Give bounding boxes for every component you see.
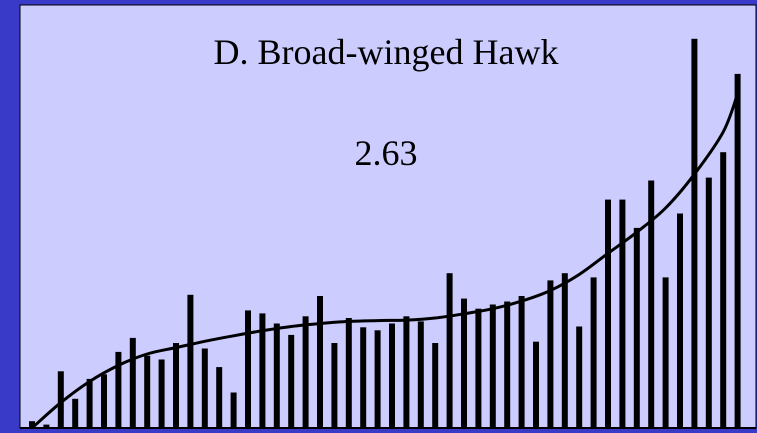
bar-13 bbox=[201, 348, 208, 428]
plot-area bbox=[19, 4, 757, 429]
bar-19 bbox=[288, 334, 295, 428]
bar-37 bbox=[547, 280, 554, 428]
bar-16 bbox=[245, 310, 251, 428]
bar-38 bbox=[561, 273, 568, 428]
bar-29 bbox=[432, 343, 439, 428]
bar-35 bbox=[518, 296, 525, 428]
bar-8 bbox=[129, 337, 136, 428]
bar-9 bbox=[144, 355, 151, 428]
bar-34 bbox=[504, 301, 511, 428]
bar-30 bbox=[446, 273, 453, 428]
bar-24 bbox=[360, 327, 367, 428]
bar-11 bbox=[173, 343, 179, 428]
bar-2 bbox=[43, 424, 50, 428]
bar-6 bbox=[101, 374, 107, 428]
bar-33 bbox=[489, 304, 496, 428]
chart-annotation-value: 2.63 bbox=[355, 133, 418, 173]
bar-4 bbox=[72, 398, 79, 428]
bar-3 bbox=[57, 371, 64, 428]
bar-32 bbox=[475, 308, 482, 428]
bar-1 bbox=[29, 421, 35, 428]
bar-31 bbox=[461, 298, 467, 428]
bar-40 bbox=[590, 277, 597, 428]
bar-45 bbox=[662, 277, 669, 428]
bar-10 bbox=[158, 359, 165, 428]
bar-43 bbox=[633, 227, 640, 428]
bar-42 bbox=[619, 199, 626, 428]
bar-20 bbox=[302, 316, 309, 428]
bar-23 bbox=[345, 318, 352, 428]
trend-line bbox=[31, 93, 740, 430]
bars-group bbox=[29, 38, 741, 429]
bar-47 bbox=[691, 38, 698, 429]
bar-44 bbox=[648, 180, 655, 428]
bar-15 bbox=[230, 392, 237, 428]
bar-17 bbox=[259, 313, 266, 428]
bar-27 bbox=[403, 316, 410, 428]
bar-48 bbox=[705, 177, 712, 428]
bar-18 bbox=[273, 323, 280, 428]
bar-39 bbox=[576, 326, 583, 428]
bar-7 bbox=[115, 351, 122, 428]
bar-14 bbox=[216, 367, 223, 428]
bar-21 bbox=[317, 296, 323, 428]
bar-5 bbox=[86, 378, 93, 428]
bar-49 bbox=[720, 152, 727, 428]
bar-41 bbox=[605, 199, 611, 428]
chart-title: D. Broad-winged Hawk bbox=[214, 32, 559, 72]
bar-25 bbox=[374, 330, 381, 428]
bar-22 bbox=[331, 343, 338, 428]
bar-12 bbox=[187, 294, 194, 428]
bar-36 bbox=[533, 341, 539, 428]
bar-26 bbox=[389, 323, 395, 428]
bar-46 bbox=[677, 213, 683, 428]
bar-50 bbox=[734, 73, 741, 429]
bar-28 bbox=[417, 321, 424, 428]
